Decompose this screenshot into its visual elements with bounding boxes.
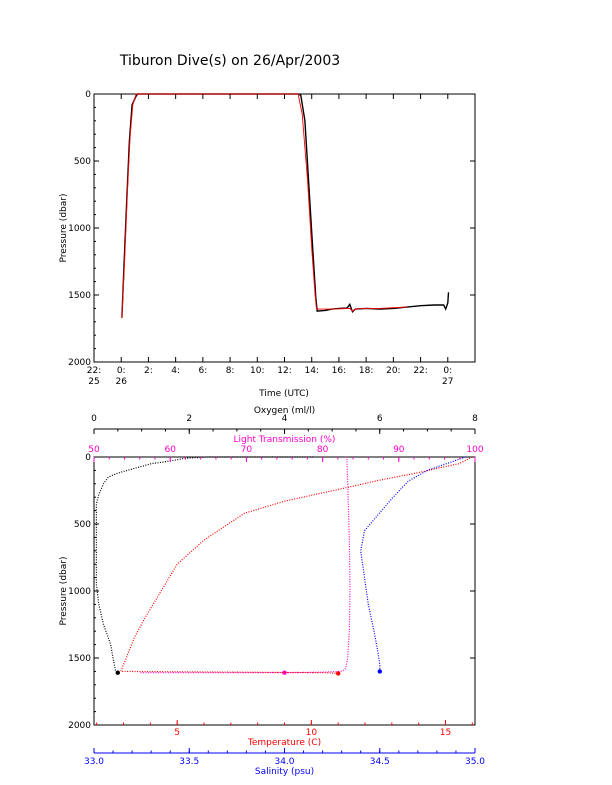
salinity-tick-label: 34.5 [370,757,390,767]
y-tick-label: 1000 [68,587,91,597]
temperature-profile [119,456,473,674]
oxygen-profile [95,456,314,674]
y-axis: 0 500 1000 1500 2000 [68,90,475,368]
transmission-axis-label: Light Transmission (%) [234,435,336,445]
x-tick-label: 12: [277,366,291,376]
x-tick-label: 16: [332,366,346,376]
temperature-axis-label: Temperature (C) [247,738,321,748]
x-tick-label: 2: [144,366,153,376]
x-tick-label: 20: [386,366,400,376]
x-tick-label: 4: [171,366,180,376]
y-axis-label: Pressure (dbar) [59,557,69,626]
transmission-profile [139,456,351,674]
x-axis: 22:250:262: 4: 6: 8: 10: 12: 14: 16: 18: 20: 22: 0:… [87,94,454,387]
transmission-tick-label: 80 [317,445,329,455]
x-tick-label: 8: [226,366,235,376]
salinity-tick-label: 35.0 [465,757,485,767]
salinity-axis: 33.0 33.5 34.0 34.5 35.0 Salinity (psu) [84,748,485,777]
y-axis-label: Pressure (dbar) [59,194,69,263]
salinity-tick-label: 33.5 [179,757,199,767]
series-group [95,456,473,676]
y-tick-label: 1500 [68,654,91,664]
temperature-axis: 5 10 15 Temperature (C) [96,720,473,748]
oxygen-bottom-cluster [115,670,121,675]
profile-panel: 0 500 1000 1500 2000 0 2 4 6 8 Oxygen (ml/l) 50 60 7… [59,406,485,777]
transmission-tick-label: 100 [466,445,483,455]
salinity-tick-label: 33.0 [84,757,104,767]
y-tick-label: 0 [85,453,91,463]
pressure-trace-red [121,93,408,318]
temperature-tick-label: 15 [440,728,451,738]
temperature-bottom-cluster [336,671,341,676]
y-tick-label: 500 [74,157,91,167]
oxygen-axis-label: Oxygen (ml/l) [254,406,315,416]
series-group [121,93,450,318]
x-tick-label: 14: [304,366,318,376]
transmission-tick-label: 90 [393,445,405,455]
transmission-tick-label: 60 [164,445,176,455]
oxygen-tick-label: 8 [472,414,478,424]
x-axis-label: Time (UTC) [258,389,309,399]
y-tick-label: 2000 [68,358,91,368]
x-tick-label: 0: [117,366,126,376]
x-tick-label: 22: [413,366,427,376]
time-series-panel: Tiburon Dive(s) on 26/Apr/2003 0 500 1000 1… [59,53,476,399]
x-tick-sublabel: 27 [442,377,453,387]
x-tick-label: 22: [87,366,101,376]
y-tick-label: 2000 [68,721,91,731]
salinity-bottom-cluster [377,669,382,674]
x-tick-label: 10: [250,366,264,376]
transmission-tick-label: 70 [241,445,253,455]
salinity-tick-label: 34.0 [274,757,294,767]
plot-frame [93,456,476,726]
salinity-profile [360,456,466,672]
x-tick-sublabel: 25 [88,377,99,387]
oxygen-tick-label: 4 [282,414,288,424]
plot-frame [93,93,476,363]
y-tick-label: 1500 [68,291,91,301]
y-axis: 0 500 1000 1500 2000 [68,453,475,731]
y-tick-label: 1000 [68,224,91,234]
y-tick-label: 500 [74,520,91,530]
oxygen-tick-label: 0 [91,414,97,424]
chart-title: Tiburon Dive(s) on 26/Apr/2003 [119,53,340,69]
x-tick-sublabel: 26 [115,377,127,387]
salinity-axis-label: Salinity (psu) [255,767,314,777]
transmission-axis: 50 60 70 80 90 100 Light Transmission (%) [88,435,484,462]
temperature-tick-label: 5 [174,728,180,738]
pressure-trace-black [121,93,450,318]
x-tick-label: 0: [443,366,452,376]
temperature-tick-label: 10 [306,728,318,738]
oxygen-tick-label: 2 [186,414,192,424]
transmission-bottom-cluster [282,670,287,675]
x-tick-label: 18: [359,366,373,376]
y-tick-label: 0 [85,90,91,100]
oxygen-tick-label: 6 [377,414,383,424]
oxygen-axis: 0 2 4 6 8 Oxygen (ml/l) [91,406,478,434]
transmission-tick-label: 50 [88,445,100,455]
x-tick-label: 6: [198,366,207,376]
